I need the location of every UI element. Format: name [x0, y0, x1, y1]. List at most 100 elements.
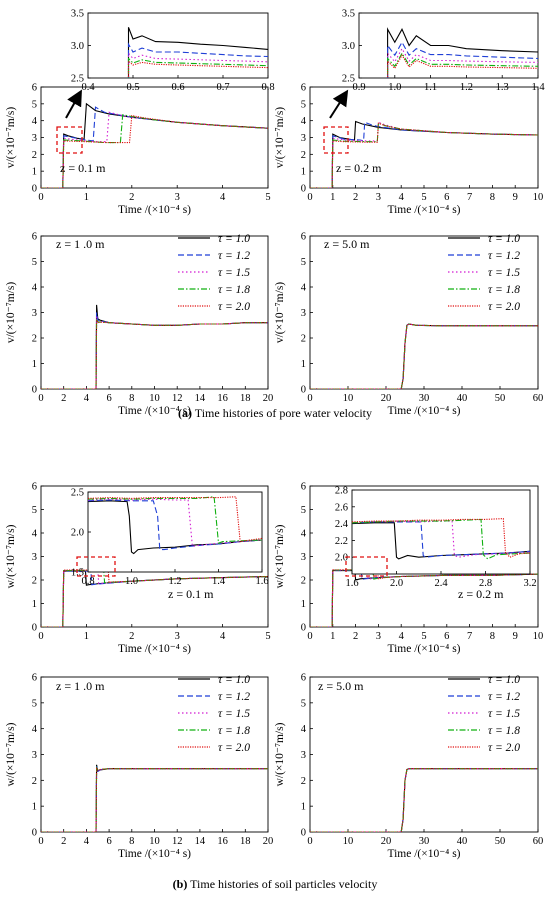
legend-label-1: τ = 1.0: [218, 233, 250, 245]
caption-b: (b) Time histories of soil particles vel…: [0, 877, 550, 892]
y-tick-label: 6: [32, 83, 37, 94]
plot-frame: [309, 235, 539, 390]
x-axis-label: Time /(×10⁻⁴ s): [387, 405, 460, 417]
x-tick-label: 5: [421, 631, 426, 642]
series-group: [41, 569, 268, 627]
y-tick-label: 3.0: [71, 41, 84, 52]
x-tick-label: 4: [220, 631, 226, 642]
y-tick-label: 4: [301, 724, 307, 735]
y-tick-label: 3.0: [342, 41, 355, 52]
y-tick-label: 6: [301, 83, 306, 94]
x-tick-label: 50: [495, 836, 506, 847]
legend-label-4: τ = 1.8: [488, 284, 520, 296]
series-line-2: [127, 42, 268, 78]
y-tick-label: 0: [32, 184, 37, 195]
series-line-5: [88, 496, 262, 543]
x-tick-label: 1.6: [345, 578, 358, 589]
x-axis-label: Time /(×10⁻⁴ s): [387, 848, 460, 860]
series-group: [352, 518, 530, 560]
series-group: [41, 304, 268, 389]
x-tick-label: 0.8: [81, 576, 94, 587]
x-tick-label: 1: [330, 631, 335, 642]
legend-label-2: τ = 1.2: [488, 691, 520, 703]
x-tick-label: 0: [307, 192, 312, 203]
y-tick-label: 1: [32, 359, 37, 370]
legend-label-2: τ = 1.2: [218, 250, 250, 262]
y-tick-label: 2: [301, 334, 306, 345]
x-tick-label: 4: [220, 192, 226, 203]
y-axis-label: v/(×10⁻⁷m/s): [5, 282, 17, 343]
y-tick-label: 2.0: [71, 528, 84, 539]
series-line-4: [41, 114, 268, 188]
y-tick-label: 2.0: [335, 553, 348, 564]
series-line-5: [310, 768, 538, 832]
y-tick-label: 2.8: [335, 486, 348, 497]
plot-frame: [40, 235, 269, 390]
y-tick-label: 5: [301, 505, 306, 516]
y-tick-label: 6: [301, 673, 306, 684]
legend-label-5: τ = 2.0: [488, 301, 520, 313]
y-tick-label: 3.5: [71, 9, 84, 20]
y-tick-label: 2.5: [342, 74, 355, 85]
series-group: [41, 102, 268, 188]
legend-label-3: τ = 1.5: [218, 267, 250, 279]
x-tick-label: 2: [129, 192, 134, 203]
y-tick-label: 1: [301, 359, 306, 370]
series-line-2: [88, 499, 262, 551]
x-tick-label: 9: [513, 192, 518, 203]
x-tick-label: 1.4: [531, 82, 545, 93]
caption-b-text: Time histories of soil particles velocit…: [190, 877, 378, 891]
x-tick-label: 1.6: [255, 576, 268, 587]
x-tick-label: 60: [533, 836, 544, 847]
x-tick-label: 40: [457, 836, 468, 847]
zoom-arrow-a1: [65, 89, 82, 119]
x-tick-label: 0: [307, 631, 312, 642]
y-tick-label: 1: [301, 167, 306, 178]
x-tick-label: 10: [343, 393, 354, 404]
chart-a4: 0 10 20 30 40 50 60 0 1 2 3 4 5 6 Time /(×10⁻⁴ s) v/(×1…: [274, 232, 543, 418]
x-tick-label: 1.0: [125, 576, 138, 587]
y-axis-label: v/(×10⁻⁷m/s): [274, 282, 286, 343]
chart-b2i: 1.6 2.0 2.4 2.8 3.2 2.0 2.2 2.4 2.6 2.8: [335, 486, 537, 590]
y-tick-label: 5: [301, 99, 306, 110]
legend-label-1: τ = 1.0: [488, 233, 520, 245]
x-tick-label: 8: [490, 631, 495, 642]
caption-a-text: Time histories of pore water velocity: [194, 406, 372, 420]
x-tick-label: 2.0: [390, 578, 403, 589]
x-tick-label: 7: [467, 631, 472, 642]
x-tick-label: 18: [240, 393, 251, 404]
x-tick-label: 16: [217, 836, 228, 847]
legend-label-1: τ = 1.0: [218, 674, 250, 686]
series-line-5: [310, 122, 538, 188]
x-tick-label: 10: [149, 836, 160, 847]
y-tick-label: 5: [301, 698, 306, 709]
y-tick-label: 2: [32, 776, 37, 787]
y-tick-label: 5: [32, 698, 37, 709]
x-axis-label: Time /(×10⁻⁴ s): [118, 848, 191, 860]
legend-label-3: τ = 1.5: [488, 708, 520, 720]
y-tick-label: 0: [301, 828, 306, 839]
series-line-2: [387, 41, 538, 78]
x-tick-label: 30: [419, 836, 430, 847]
x-tick-label: 1.4: [212, 576, 226, 587]
x-tick-label: 6: [106, 393, 111, 404]
x-tick-label: 4: [399, 631, 405, 642]
series-line-5: [41, 569, 268, 627]
series-group: [310, 768, 538, 832]
y-tick-label: 6: [32, 673, 37, 684]
x-tick-label: 2.8: [479, 578, 492, 589]
x-tick-label: 2: [61, 836, 66, 847]
y-tick-label: 2: [301, 576, 306, 587]
x-tick-label: 1: [84, 631, 89, 642]
x-tick-label: 0.7: [216, 82, 229, 93]
x-tick-label: 1.3: [496, 82, 509, 93]
x-axis-label: Time /(×10⁻⁴ s): [118, 405, 191, 417]
y-tick-label: 5: [32, 257, 37, 268]
chart-a2i: 0.9 1.0 1.1 1.2 1.3 1.4 2.5 3.0 3.5: [342, 9, 545, 94]
x-tick-label: 0.4: [81, 82, 95, 93]
y-axis-label: w/(×10⁻⁷m/s): [5, 524, 17, 588]
y-tick-label: 1: [301, 802, 306, 813]
series-line-4: [310, 768, 538, 832]
